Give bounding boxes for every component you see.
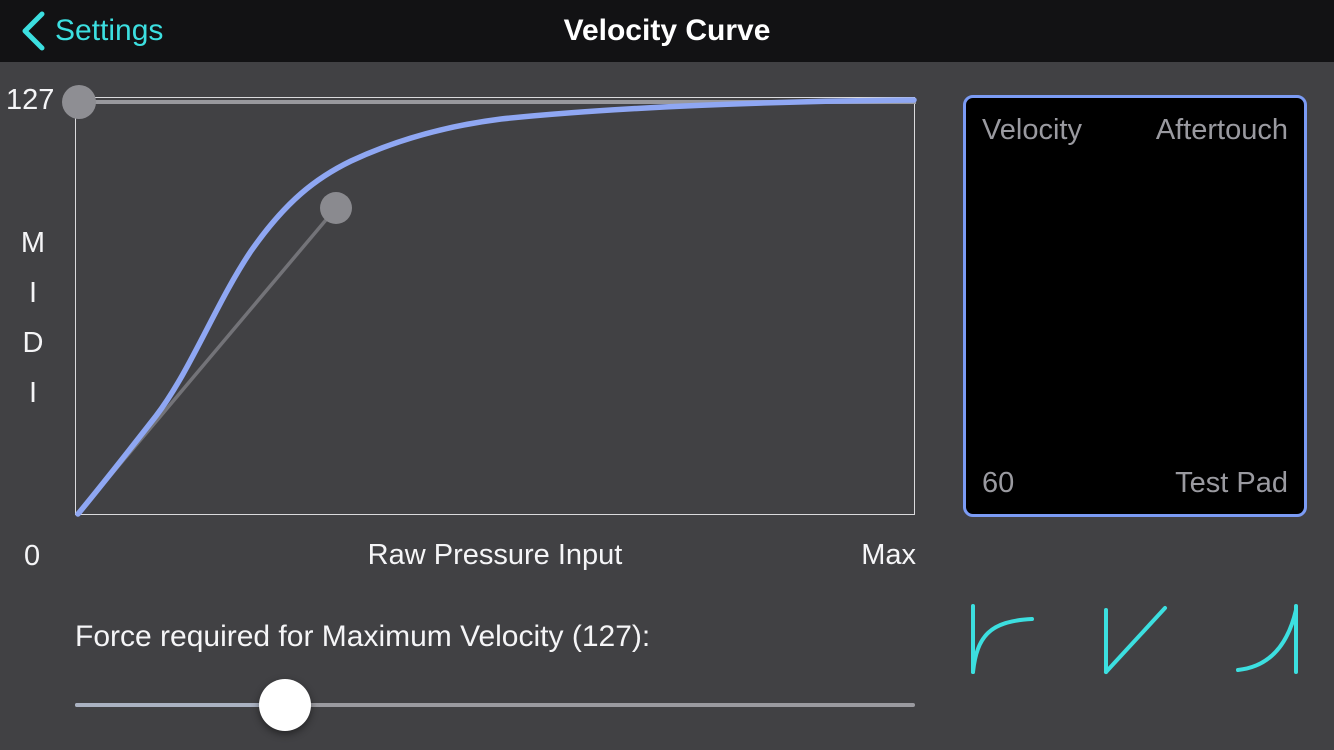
curve-shape-handle[interactable] xyxy=(320,192,352,224)
plot-canvas xyxy=(62,85,917,517)
pad-aftertouch-label: Aftertouch xyxy=(1155,114,1288,146)
slow-curve-icon xyxy=(1236,604,1298,674)
back-button[interactable]: Settings xyxy=(20,0,163,62)
slider-thumb[interactable] xyxy=(259,679,311,731)
nav-bar: Settings Velocity Curve xyxy=(0,0,1334,62)
pad-name-label: Test Pad xyxy=(1175,467,1288,499)
force-slider-label: Force required for Maximum Velocity (127… xyxy=(75,620,651,653)
max-velocity-handle[interactable] xyxy=(62,85,96,119)
preset-fast-curve-button[interactable] xyxy=(966,598,1038,678)
y-axis-letter: M xyxy=(20,227,46,259)
test-pad-top-labels: Velocity Aftertouch xyxy=(966,114,1304,147)
preset-slow-curve-button[interactable] xyxy=(1231,598,1303,678)
y-axis-min-label: 0 xyxy=(24,540,41,572)
linear-curve-icon xyxy=(1104,606,1167,674)
page-title: Velocity Curve xyxy=(563,14,771,47)
slider-track-fill xyxy=(75,703,285,707)
test-pad-bottom-labels: 60 Test Pad xyxy=(966,467,1304,500)
y-axis-title: M I D I xyxy=(20,218,46,418)
y-axis-letter: I xyxy=(28,277,38,309)
test-pad[interactable]: Velocity Aftertouch 60 Test Pad xyxy=(963,95,1307,517)
x-axis-title: Raw Pressure Input xyxy=(367,539,623,571)
fast-curve-icon xyxy=(971,604,1034,674)
y-axis-max-label: 127 xyxy=(6,84,55,116)
y-axis-letter: D xyxy=(22,327,44,359)
pad-velocity-label: Velocity xyxy=(982,114,1082,146)
force-slider[interactable] xyxy=(75,679,915,731)
x-axis-max-label: Max xyxy=(861,539,916,571)
back-label: Settings xyxy=(55,14,164,47)
preset-linear-curve-button[interactable] xyxy=(1099,598,1171,678)
velocity-curve-plot xyxy=(62,85,917,517)
chevron-left-icon xyxy=(22,11,45,51)
pad-note-number: 60 xyxy=(982,467,1015,499)
slider-track[interactable] xyxy=(75,703,915,707)
y-axis-letter: I xyxy=(28,377,38,409)
velocity-curve-path xyxy=(75,97,917,517)
